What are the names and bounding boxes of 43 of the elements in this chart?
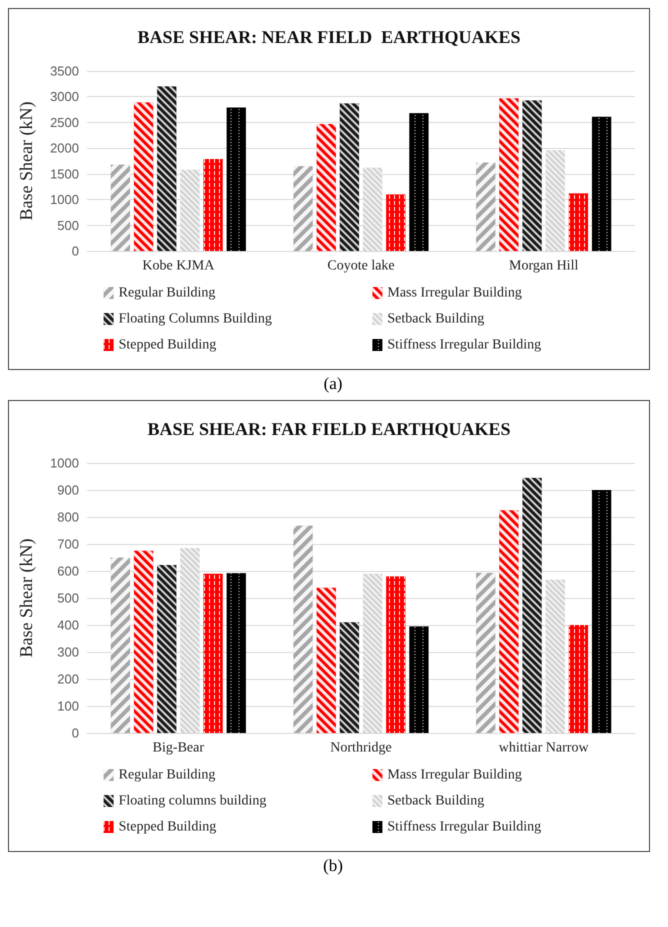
x-tick-label: Northridge: [330, 740, 392, 756]
legend-label: Floating columns building: [118, 794, 266, 808]
y-tick-label: 600: [57, 564, 79, 578]
legend-label: Stepped Building: [118, 820, 216, 834]
y-tick-label: 3000: [50, 89, 79, 104]
x-tick-label: Big-Bear: [152, 740, 204, 756]
legend-label: Mass Irregular Building: [387, 768, 522, 782]
x-tick-label: Coyote lake: [327, 258, 395, 274]
y-axis-title: Base Shear (kN): [16, 102, 36, 220]
y-tick-label: 1500: [50, 166, 79, 182]
legend-label: Stiffness Irregular Building: [387, 338, 542, 352]
legend-label: Regular Building: [118, 286, 216, 300]
x-tick-label: Morgan Hill: [508, 258, 578, 274]
legend-label: Stepped Building: [118, 338, 216, 352]
text: (a): [322, 374, 344, 394]
y-tick-label: 200: [57, 672, 79, 686]
y-tick-label: 500: [57, 590, 79, 606]
y-tick-label: 1000: [50, 456, 79, 470]
y-tick-label: 800: [57, 510, 79, 524]
y-tick-label: 900: [57, 482, 79, 498]
legend-label: Regular Building: [118, 768, 216, 782]
y-tick-label: 2500: [50, 114, 79, 130]
legend-label: Mass Irregular Building: [387, 286, 522, 300]
y-tick-label: 3500: [50, 64, 79, 78]
legend-label: Floating Columns Building: [118, 312, 272, 326]
text: (b): [322, 856, 344, 876]
y-tick-label: 1000: [50, 192, 79, 208]
y-tick-label: 100: [57, 698, 79, 714]
legend-label: Setback Building: [387, 794, 484, 808]
x-tick-label: Kobe KJMA: [142, 258, 216, 274]
y-tick-label: 300: [57, 644, 79, 660]
y-tick-label: 0: [72, 726, 79, 740]
y-tick-label: 400: [57, 618, 79, 632]
y-tick-label: 500: [57, 218, 79, 233]
y-axis-title: Base Shear (kN): [16, 538, 36, 658]
chart-title: BASE SHEAR: NEAR FIELD EARTHQUAKES: [138, 27, 520, 47]
y-tick-label: 700: [57, 536, 79, 552]
legend-label: Stiffness Irregular Building: [387, 820, 542, 834]
x-tick-label: whittiar Narrow: [498, 740, 590, 756]
y-tick-label: 2000: [50, 140, 79, 156]
legend-label: Setback Building: [387, 312, 484, 326]
y-tick-label: 0: [72, 244, 79, 258]
chart-title: BASE SHEAR: FAR FIELD EARTHQUAKES: [147, 419, 511, 439]
